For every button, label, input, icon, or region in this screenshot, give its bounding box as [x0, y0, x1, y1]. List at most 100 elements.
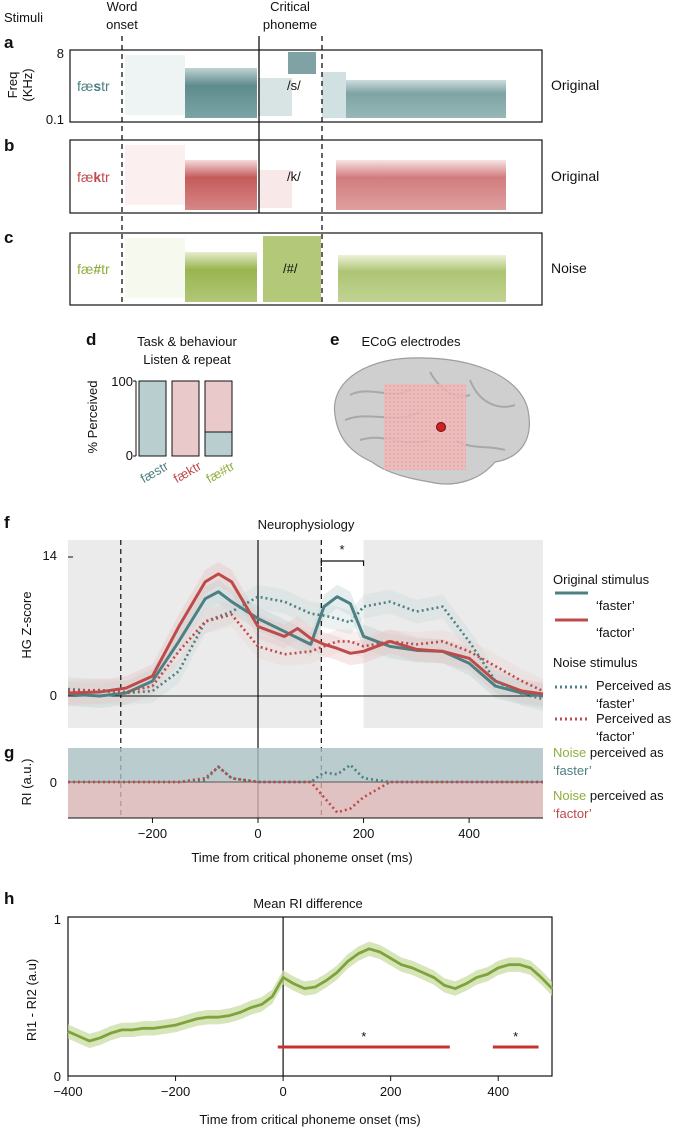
h-significance-star-2: *	[513, 1029, 518, 1044]
panel-letter-h: h	[4, 889, 14, 908]
panel-letter-c: c	[4, 228, 13, 247]
f-series-3	[67, 595, 544, 701]
legend-noise-title: Noise stimulus	[553, 655, 638, 670]
g-xtick-4: 400	[458, 826, 480, 841]
f-significance-bracket	[320, 560, 365, 566]
mean-ri-title: Mean RI difference	[253, 896, 363, 911]
legend-g-noise-2: Noise	[553, 788, 586, 803]
panel-letter-a: a	[4, 33, 14, 52]
f-series-1	[67, 590, 544, 698]
h-tick-1: 1	[54, 912, 61, 927]
h-xlabel: Time from critical phoneme onset (ms)	[199, 1112, 420, 1127]
bar-2	[171, 380, 200, 457]
electrode-grid	[384, 384, 466, 470]
h-xtick-4: 200	[380, 1084, 402, 1099]
legend-perceived-as-2: Perceived as	[596, 711, 672, 726]
f-band-1	[68, 579, 543, 708]
h-series	[67, 947, 554, 1043]
panel-letter-f: f	[4, 513, 10, 532]
panel-letter-b: b	[4, 136, 14, 155]
ecog-title: ECoG electrodes	[362, 334, 461, 349]
freq-label-2: (KHz)	[20, 68, 35, 101]
bar-label-2: fæktr	[171, 458, 205, 486]
hg-zscore-label: HG Z-score	[19, 591, 34, 658]
h-xtick-3: 0	[279, 1084, 286, 1099]
word-onset-label-2: onset	[106, 17, 138, 32]
legend-faster-2: ‘faster’	[596, 696, 635, 711]
panel-letter-g: g	[4, 743, 14, 762]
stimuli-header: Stimuli	[4, 10, 43, 25]
f-band-3	[68, 584, 543, 711]
g-series-2	[68, 765, 543, 814]
f-series-4	[67, 613, 544, 694]
legend-faster: ‘faster’	[596, 598, 635, 613]
panel-letter-e: e	[330, 330, 339, 349]
word-fae-noise-tr: fæ#tr	[77, 261, 110, 277]
legend-f: Original stimulus ‘faster’ ‘factor’ Nois…	[553, 572, 672, 744]
bar-1	[138, 380, 167, 457]
svg-text:Noise perceived as: Noise perceived as	[553, 745, 664, 760]
legend-factor-2: ‘factor’	[596, 729, 635, 744]
h-xtick-5: 400	[487, 1084, 509, 1099]
critical-phoneme-label-1: Critical	[270, 0, 310, 14]
h-xtick-1: −400	[53, 1084, 82, 1099]
condition-b: Original	[551, 168, 599, 184]
g-xlabel: Time from critical phoneme onset (ms)	[191, 850, 412, 865]
legend-g: Noise perceived as ‘faster’ Noise percei…	[553, 745, 664, 821]
h-significance-star-1: *	[361, 1029, 366, 1044]
freq-tick-top: 8	[57, 46, 64, 61]
legend-g-factor: ‘factor’	[553, 806, 592, 821]
g-faster-zone	[68, 748, 543, 782]
behaviour-title-2: Listen & repeat	[143, 352, 231, 367]
d-tick-100: 100	[111, 374, 133, 389]
g-series-1	[68, 763, 543, 784]
phoneme-k: /k/	[287, 169, 301, 184]
legend-g-noise-1: Noise	[553, 745, 586, 760]
phoneme-s: /s/	[287, 78, 301, 93]
h-frame	[67, 916, 553, 1077]
phoneme-noise: /#/	[283, 261, 298, 276]
svg-text:Noise perceived as: Noise perceived as	[553, 788, 664, 803]
legend-g-faster: ‘faster’	[553, 763, 592, 778]
f-significance-star: *	[339, 542, 344, 557]
bar-label-1: fæstr	[138, 458, 172, 486]
panel-e-brain: e ECoG electrodes	[330, 330, 530, 485]
f-series-2	[67, 572, 544, 696]
f-shade-2	[363, 540, 543, 728]
g-xtick-2: 0	[254, 826, 261, 841]
word-fastr: fæstr	[77, 78, 110, 94]
panel-f-neurophysiology: f Neurophysiology HG Z-score 14 0 *	[4, 513, 544, 818]
word-faektr: fæktr	[77, 169, 110, 185]
g-xtick-3: 200	[353, 826, 375, 841]
f-tick-0: 0	[50, 688, 57, 703]
neurophysiology-title: Neurophysiology	[258, 517, 355, 532]
h-xtick-2: −200	[161, 1084, 190, 1099]
condition-a: Original	[551, 77, 599, 93]
h-band	[68, 941, 552, 1049]
h-tick-0: 0	[54, 1069, 61, 1084]
g-tick-0: 0	[50, 775, 57, 790]
ri-diff-label: RI1 - RI2 (a.u)	[24, 959, 39, 1041]
electrode-marker	[436, 422, 446, 432]
g-factor-zone	[68, 782, 543, 818]
panel-letter-d: d	[86, 330, 96, 349]
panel-a-spectrogram: a Freq (KHz) 8 0.1 fæstr /s/ Original	[4, 33, 599, 127]
bar-3-faster-segment	[204, 431, 233, 457]
panel-c-spectrogram: c fæ#tr /#/ Noise	[4, 228, 587, 306]
critical-phoneme-label-2: phoneme	[263, 17, 317, 32]
word-onset-label-1: Word	[107, 0, 138, 14]
f-band-4	[68, 602, 543, 704]
panel-h-mean-ri: h Mean RI difference RI1 - RI2 (a.u) 1 0…	[4, 889, 554, 1127]
legend-original-title: Original stimulus	[553, 572, 650, 587]
panel-g-ri: g RI (a.u.) 0 −200 0 200 400 Time from crit…	[4, 743, 543, 865]
freq-tick-bottom: 0.1	[46, 112, 64, 127]
ri-label: RI (a.u.)	[19, 759, 34, 806]
legend-factor: ‘factor’	[596, 625, 635, 640]
bar-label-3: fæ#tr	[203, 458, 237, 486]
g-xtick-1: −200	[138, 826, 167, 841]
behaviour-title-1: Task & behaviour	[137, 334, 237, 349]
condition-c: Noise	[551, 260, 587, 276]
legend-perceived-as-1: Perceived as	[596, 678, 672, 693]
d-tick-0: 0	[126, 448, 133, 463]
